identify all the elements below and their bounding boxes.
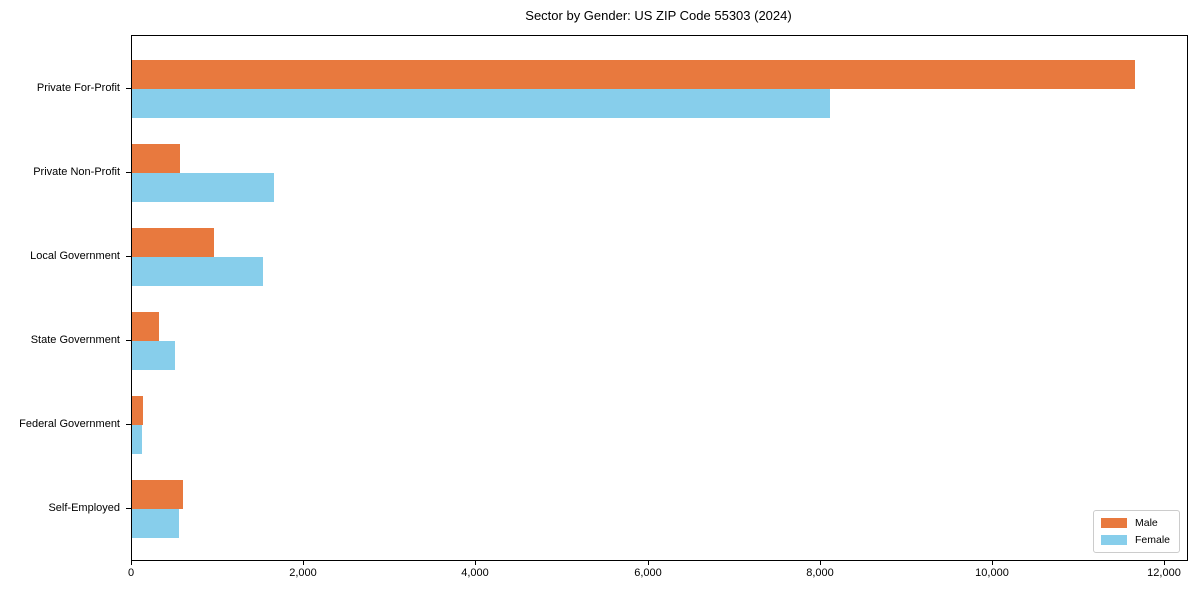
bar-male-3 [132,228,214,257]
bar-male-6 [132,480,183,509]
legend-label-male: Male [1134,517,1158,529]
bar-male-1 [132,60,1135,89]
bar-female-2 [132,173,274,202]
bar-male-2 [132,144,180,173]
x-tick-mark [1164,560,1165,565]
x-tick-label: 10,000 [975,567,1009,579]
y-tick-mark [126,424,131,425]
legend-item-female: Female [1100,534,1170,546]
chart-title: Sector by Gender: US ZIP Code 55303 (202… [525,8,792,23]
legend-item-male: Male [1100,517,1170,529]
y-tick-label: Private Non-Profit [33,166,120,178]
female-color-swatch [1100,535,1127,545]
y-tick-label: Local Government [30,250,120,262]
legend-label-female: Female [1134,534,1170,546]
bar-female-6 [132,509,179,538]
y-tick-label: State Government [30,334,120,346]
x-tick-mark [992,560,993,565]
bar-female-5 [132,425,142,454]
x-tick-mark [131,560,132,565]
bar-male-4 [132,312,159,341]
y-tick-label: Federal Government [19,418,120,430]
x-tick-label: 6,000 [634,567,662,579]
y-tick-label: Self-Employed [48,502,120,514]
x-tick-label: 4,000 [461,567,489,579]
y-tick-mark [126,172,131,173]
bar-female-1 [132,89,830,118]
x-tick-mark [475,560,476,565]
bar-female-4 [132,341,175,370]
y-tick-mark [126,508,131,509]
y-tick-mark [126,256,131,257]
x-tick-mark [648,560,649,565]
y-tick-mark [126,88,131,89]
x-tick-mark [303,560,304,565]
male-color-swatch [1100,518,1127,528]
plot-area: Male Female [131,35,1188,561]
y-tick-label: Private For-Profit [36,82,120,94]
bar-female-3 [132,257,263,286]
legend: Male Female [1092,510,1180,553]
x-tick-label: 0 [127,567,135,579]
x-tick-label: 2,000 [289,567,317,579]
bar-male-5 [132,396,143,425]
x-tick-label: 12,000 [1147,567,1181,579]
y-tick-mark [126,340,131,341]
x-tick-mark [820,560,821,565]
x-tick-label: 8,000 [806,567,834,579]
